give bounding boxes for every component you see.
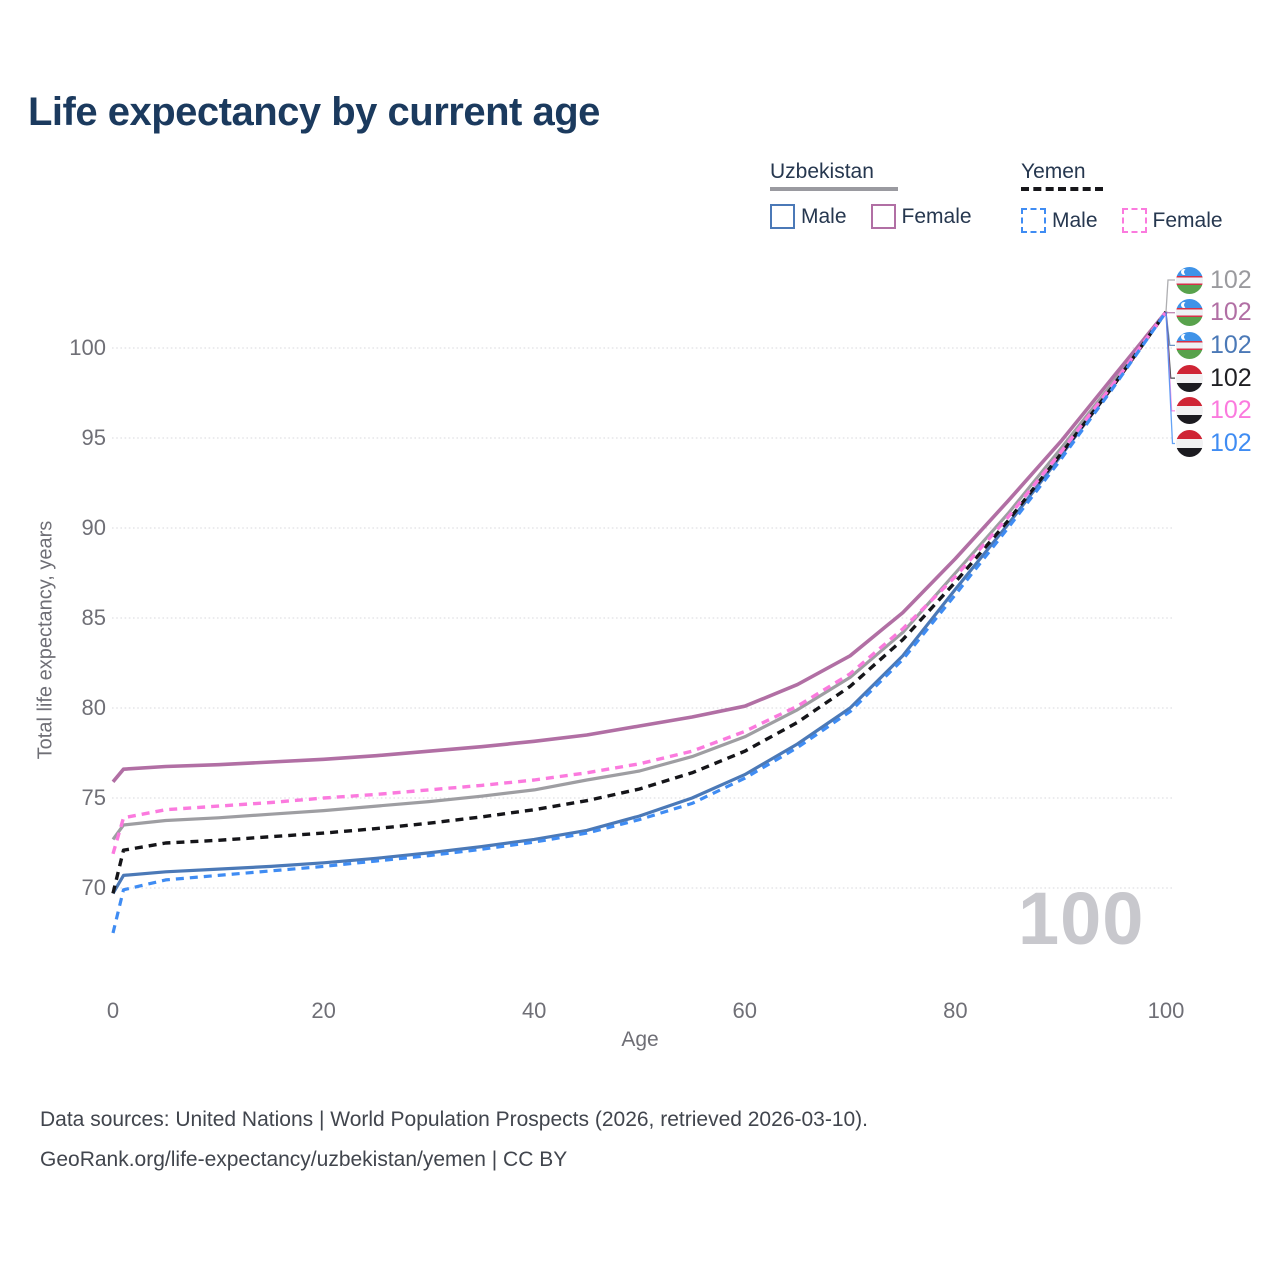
page-title: Life expectancy by current age — [28, 90, 600, 134]
uzbekistan-flag-icon — [1176, 299, 1203, 327]
legend-group-linestyle-sample — [770, 187, 898, 191]
yemen-flag-icon — [1176, 364, 1203, 392]
legend-item-label: Female — [901, 204, 972, 228]
legend-item-uzbekistan-male[interactable]: Male — [770, 204, 847, 229]
footer-data-sources: Data sources: United Nations | World Pop… — [40, 1108, 869, 1131]
series-line-uzbekistan-total — [111, 311, 1168, 841]
end-label-value: 102 — [1210, 363, 1252, 392]
legend-swatch-icon — [770, 204, 795, 229]
end-label-row-uzbekistan-total: 102 — [1176, 264, 1252, 296]
series-line-yemen-female — [111, 310, 1168, 855]
series-line-yemen-total — [111, 311, 1168, 894]
x-tick-label-100: 100 — [1147, 998, 1185, 1023]
legend-item-label: Female — [1152, 208, 1223, 232]
series-line-uzbekistan-male — [111, 311, 1168, 895]
legend-group-yemen: Yemen Male Female — [1021, 160, 1223, 233]
end-label-value: 102 — [1210, 298, 1252, 327]
uzbekistan-flag-icon — [1176, 331, 1203, 359]
end-label-value: 102 — [1210, 429, 1252, 457]
footer-attribution: GeoRank.org/life-expectancy/uzbekistan/y… — [40, 1148, 568, 1171]
series-line-yemen-male — [111, 311, 1168, 934]
uzbekistan-flag-icon — [1176, 266, 1203, 294]
end-label-row-yemen-total: 102 — [1176, 362, 1252, 394]
y-tick-label-85: 85 — [81, 605, 106, 630]
x-tick-label-80: 80 — [943, 998, 968, 1023]
end-label-row-yemen-female: 102 — [1176, 395, 1252, 427]
x-tick-label-20: 20 — [311, 998, 336, 1023]
legend-group-title: Uzbekistan — [770, 160, 874, 183]
legend-swatch-icon — [870, 204, 896, 229]
y-tick-label-75: 75 — [81, 785, 106, 810]
end-label-row-yemen-male: 102 — [1176, 428, 1252, 460]
end-label-value: 102 — [1210, 396, 1252, 425]
legend-item-label: Male — [801, 204, 847, 228]
legend-group-linestyle-sample — [1021, 187, 1103, 195]
end-label-value: 102 — [1210, 265, 1252, 294]
y-axis-title: Total life expectancy, years — [34, 520, 57, 760]
yemen-flag-icon — [1176, 397, 1203, 425]
end-label-row-uzbekistan-male: 102 — [1176, 329, 1252, 361]
y-tick-label-90: 90 — [81, 515, 106, 540]
yemen-flag-icon — [1176, 430, 1203, 457]
legend-item-uzbekistan-female[interactable]: Female — [870, 204, 972, 229]
y-tick-label-100: 100 — [69, 335, 106, 360]
end-label-leader-line — [1165, 311, 1175, 445]
end-label-value: 102 — [1210, 330, 1252, 359]
legend-swatch-icon — [1121, 208, 1147, 233]
x-tick-label-40: 40 — [521, 998, 547, 1023]
y-tick-label-70: 70 — [81, 875, 106, 900]
end-label-row-uzbekistan-female: 102 — [1176, 297, 1252, 329]
y-tick-label-95: 95 — [81, 425, 106, 450]
legend-item-yemen-male[interactable]: Male — [1021, 208, 1098, 233]
legend-group-title: Yemen — [1021, 160, 1086, 183]
age-counter-watermark: 100 — [1018, 877, 1145, 960]
x-tick-label-60: 60 — [732, 998, 758, 1023]
y-tick-label-80: 80 — [81, 695, 106, 720]
legend-swatch-icon — [1021, 208, 1046, 233]
end-label-leader-line — [1165, 279, 1175, 313]
series-line-uzbekistan-female — [111, 310, 1168, 783]
legend-group-uzbekistan: Uzbekistan Male Female — [770, 160, 972, 229]
legend-items-row: Male Female — [1021, 208, 1223, 233]
x-tick-label-0: 0 — [106, 998, 120, 1023]
legend-item-yemen-female[interactable]: Female — [1121, 208, 1223, 233]
legend-items-row: Male Female — [770, 204, 972, 229]
legend-item-label: Male — [1052, 208, 1098, 232]
end-label-leader-line — [1165, 311, 1175, 314]
x-axis-title: Age — [621, 1028, 659, 1051]
